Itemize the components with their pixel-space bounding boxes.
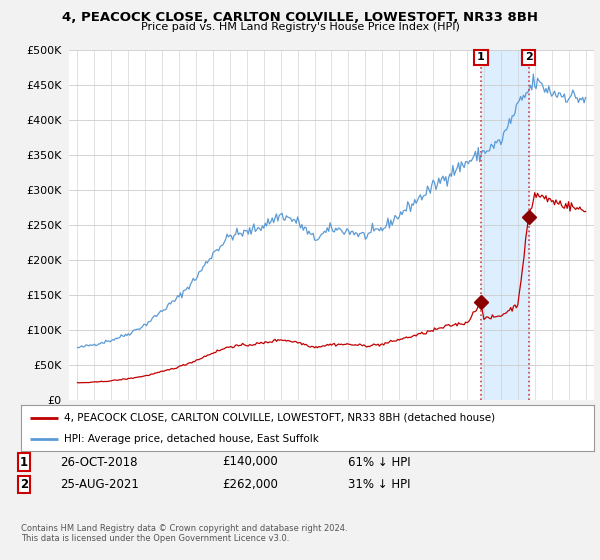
Text: 4, PEACOCK CLOSE, CARLTON COLVILLE, LOWESTOFT, NR33 8BH: 4, PEACOCK CLOSE, CARLTON COLVILLE, LOWE… bbox=[62, 11, 538, 24]
Text: 31% ↓ HPI: 31% ↓ HPI bbox=[348, 478, 410, 491]
Text: Price paid vs. HM Land Registry's House Price Index (HPI): Price paid vs. HM Land Registry's House … bbox=[140, 22, 460, 32]
Text: £140,000: £140,000 bbox=[222, 455, 278, 469]
Text: 4, PEACOCK CLOSE, CARLTON COLVILLE, LOWESTOFT, NR33 8BH (detached house): 4, PEACOCK CLOSE, CARLTON COLVILLE, LOWE… bbox=[64, 413, 495, 423]
Text: 1: 1 bbox=[477, 53, 485, 62]
Text: £262,000: £262,000 bbox=[222, 478, 278, 491]
Text: 1: 1 bbox=[20, 455, 28, 469]
Text: 61% ↓ HPI: 61% ↓ HPI bbox=[348, 455, 410, 469]
Text: 2: 2 bbox=[525, 53, 533, 62]
Bar bbox=[481, 50, 529, 400]
Text: Contains HM Land Registry data © Crown copyright and database right 2024.
This d: Contains HM Land Registry data © Crown c… bbox=[21, 524, 347, 543]
Text: 25-AUG-2021: 25-AUG-2021 bbox=[60, 478, 139, 491]
Text: HPI: Average price, detached house, East Suffolk: HPI: Average price, detached house, East… bbox=[64, 435, 319, 444]
Text: 26-OCT-2018: 26-OCT-2018 bbox=[60, 455, 137, 469]
Text: 2: 2 bbox=[20, 478, 28, 491]
